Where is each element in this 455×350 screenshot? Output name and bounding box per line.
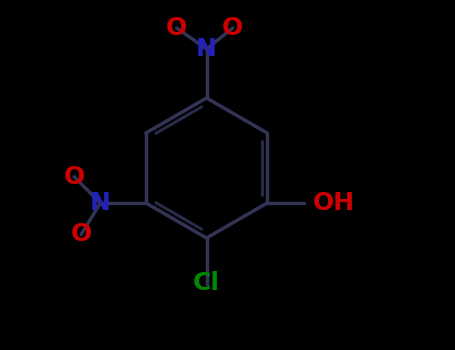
Text: N: N	[90, 191, 111, 215]
Text: O: O	[64, 165, 85, 189]
Text: O: O	[71, 223, 92, 246]
Text: Cl: Cl	[193, 272, 220, 295]
Text: OH: OH	[313, 191, 355, 215]
Text: N: N	[196, 37, 217, 61]
Text: O: O	[222, 16, 243, 40]
Text: O: O	[166, 16, 187, 40]
